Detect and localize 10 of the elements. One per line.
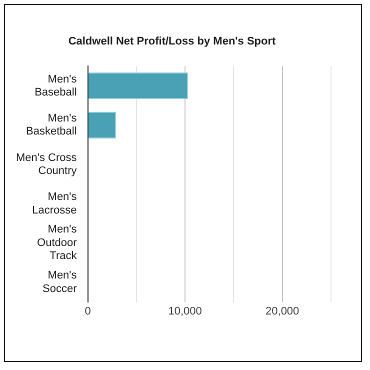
x-tick-label: 10,000 (168, 305, 202, 318)
y-tick-label: Men's Baseball (34, 73, 78, 98)
y-tick-label: Men's Cross Country (16, 152, 78, 177)
x-tick-label: 0 (84, 305, 91, 318)
y-tick-label: Men's Soccer (42, 270, 78, 295)
y-tick-label: Men's Outdoor Track (37, 224, 78, 262)
y-tick-label: Men's Basketball (26, 112, 78, 138)
chart-title: Caldwell Net Profit/Loss by Men's Sport (68, 36, 276, 48)
x-tick-label: 20,000 (266, 305, 300, 318)
y-tick-label: Men's Lacrosse (32, 191, 78, 216)
